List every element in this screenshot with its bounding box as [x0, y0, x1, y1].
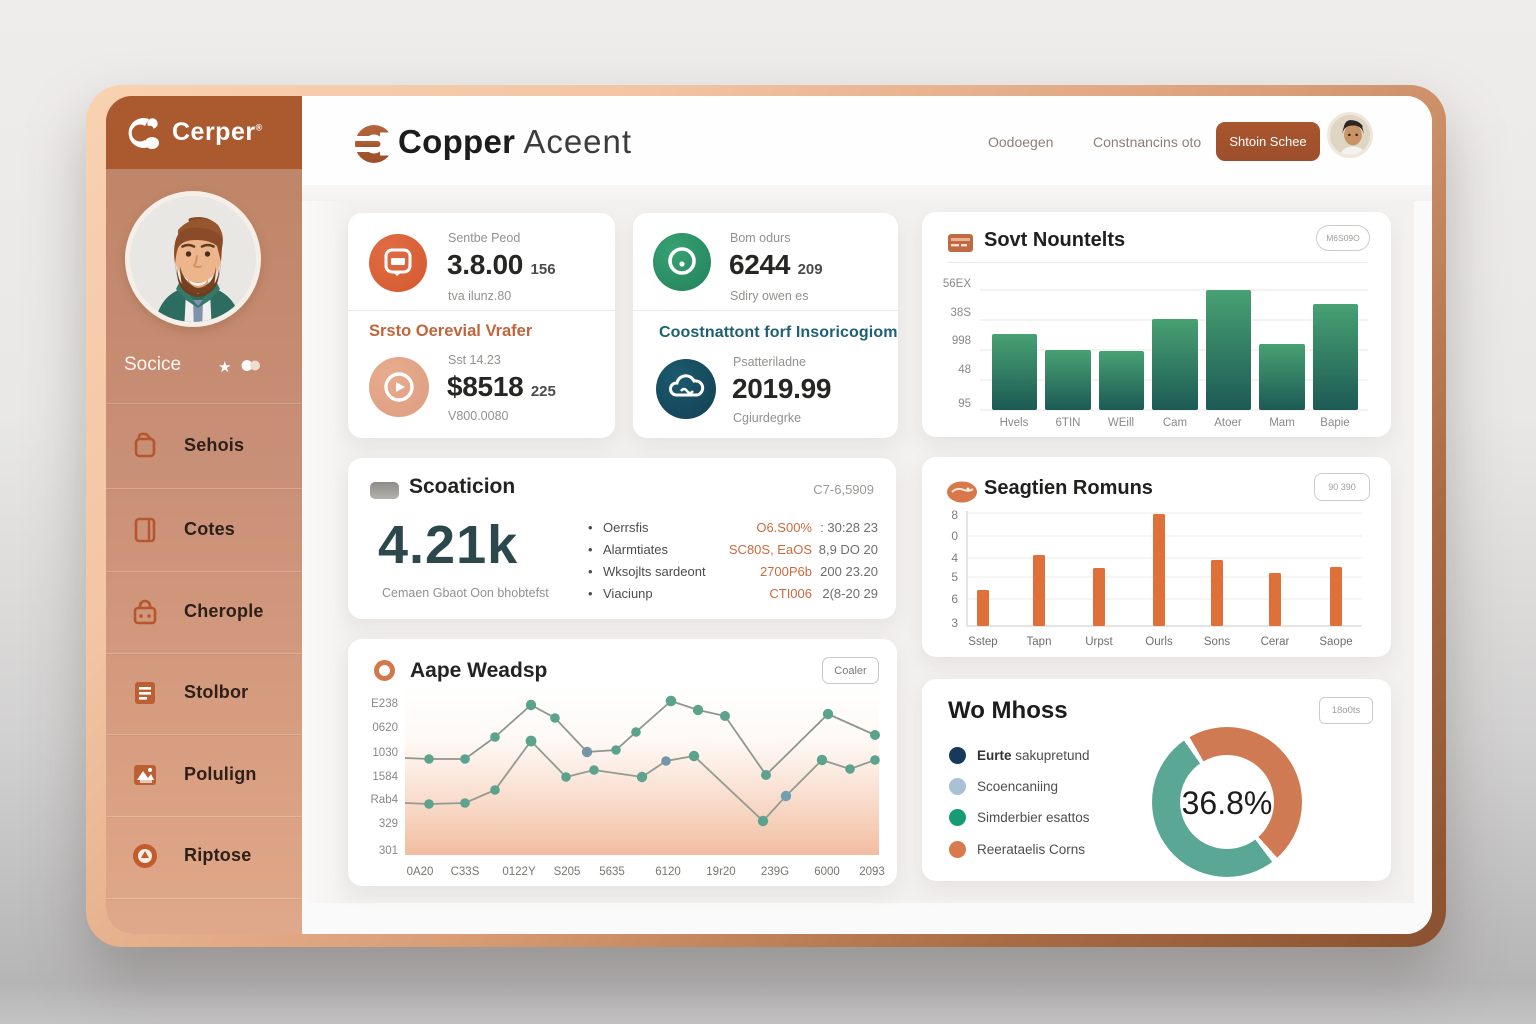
svg-text:2093: 2093: [859, 866, 885, 878]
svg-text:301: 301: [379, 845, 398, 857]
svg-text:329: 329: [379, 818, 398, 830]
svg-text:Tapn: Tapn: [1027, 636, 1052, 648]
svg-text:6000: 6000: [814, 866, 840, 878]
svg-text:0620: 0620: [372, 722, 398, 734]
svg-text:Urpst: Urpst: [1085, 636, 1113, 648]
svg-text:38S: 38S: [951, 307, 972, 319]
svg-text:5: 5: [951, 570, 958, 584]
svg-text:4: 4: [951, 551, 958, 565]
svg-text:19r20: 19r20: [706, 866, 735, 878]
svg-text:3: 3: [951, 616, 958, 630]
svg-text:8: 8: [951, 508, 958, 522]
svg-text:48: 48: [958, 364, 971, 376]
svg-text:6TIN: 6TIN: [1056, 417, 1081, 429]
svg-text:E238: E238: [371, 698, 398, 710]
svg-text:Saope: Saope: [1319, 636, 1352, 648]
svg-text:Sons: Sons: [1204, 636, 1230, 648]
svg-text:Sstep: Sstep: [968, 636, 997, 648]
svg-text:1030: 1030: [372, 747, 398, 759]
svg-text:0A20: 0A20: [407, 866, 434, 878]
svg-text:0122Y: 0122Y: [502, 866, 536, 878]
svg-text:239G: 239G: [761, 866, 789, 878]
svg-text:5635: 5635: [599, 866, 625, 878]
svg-text:S205: S205: [554, 866, 581, 878]
svg-text:998: 998: [952, 335, 971, 347]
svg-text:56EX: 56EX: [943, 278, 971, 290]
svg-text:0: 0: [951, 529, 958, 543]
svg-text:Cam: Cam: [1163, 417, 1187, 429]
svg-text:6120: 6120: [655, 866, 681, 878]
svg-text:Mam: Mam: [1269, 417, 1295, 429]
svg-text:1584: 1584: [372, 771, 398, 783]
svg-text:C33S: C33S: [451, 866, 480, 878]
svg-text:Hvels: Hvels: [1000, 417, 1029, 429]
svg-text:6: 6: [951, 592, 958, 606]
svg-text:Atoer: Atoer: [1214, 417, 1242, 429]
svg-text:WEill: WEill: [1108, 417, 1134, 429]
svg-text:Cerar: Cerar: [1261, 636, 1290, 648]
svg-text:Ourls: Ourls: [1145, 636, 1173, 648]
svg-text:Rab4: Rab4: [371, 794, 399, 806]
svg-text:Bapie: Bapie: [1320, 417, 1349, 429]
svg-text:95: 95: [958, 398, 971, 410]
